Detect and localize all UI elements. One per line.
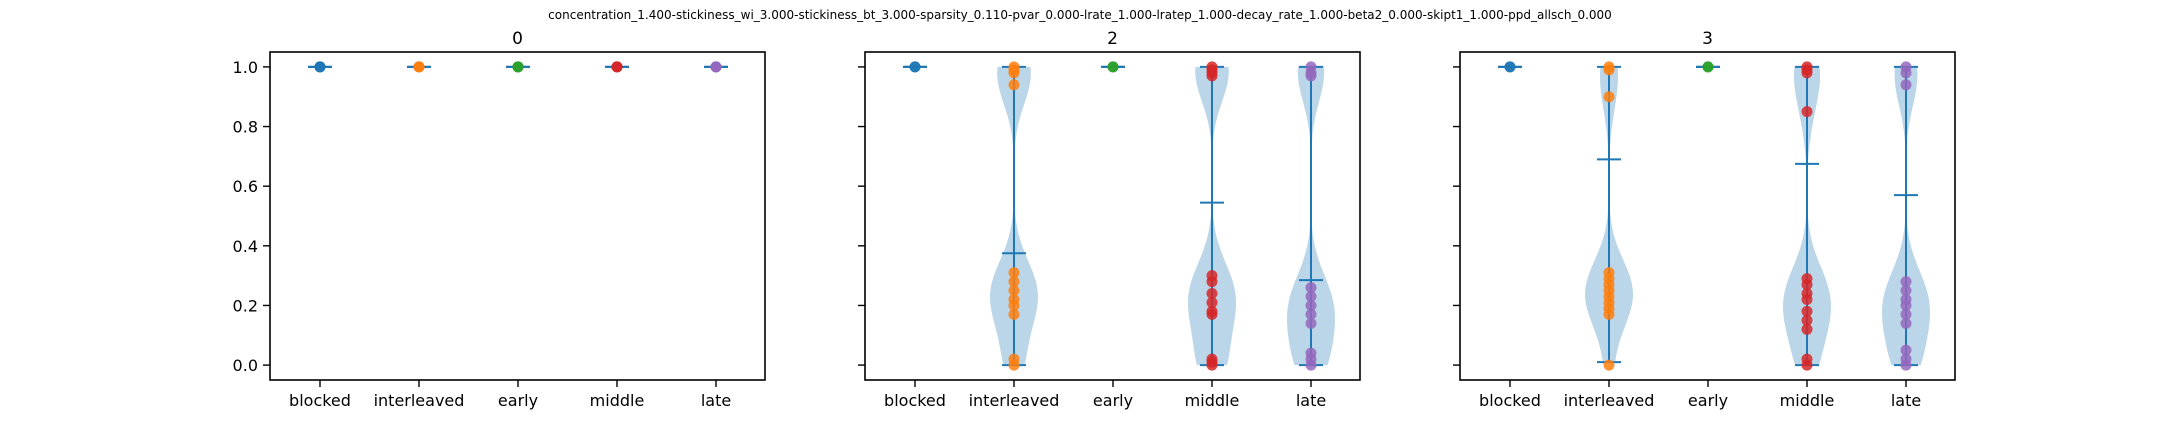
x-tick-label: middle [590, 391, 645, 410]
violin-blocked [308, 61, 332, 73]
data-point [1008, 79, 1020, 91]
x-tick-label: late [1891, 391, 1921, 410]
data-point [1801, 359, 1813, 371]
y-tick-label: 0.0 [233, 356, 258, 375]
data-point [1305, 308, 1317, 320]
panel-2: 3 blocked interleaved early middle late [1453, 29, 1956, 410]
data-point [1008, 276, 1020, 288]
x-tick-label: early [1093, 391, 1133, 410]
x-tick-label: late [1296, 391, 1326, 410]
y-tick-label: 0.2 [233, 296, 258, 315]
data-point [1305, 359, 1317, 371]
data-point [1008, 67, 1020, 79]
y-tick-label: 0.8 [233, 118, 258, 137]
data-point [1305, 291, 1317, 303]
data-point [413, 61, 425, 73]
data-point [314, 61, 326, 73]
violin-early [506, 61, 530, 73]
data-point [1801, 67, 1813, 79]
data-point [1603, 359, 1615, 371]
data-point [1206, 276, 1218, 288]
data-point [1305, 299, 1317, 311]
panel-1: 2 blocked interleaved early middle late [858, 29, 1361, 410]
data-point [1603, 91, 1615, 103]
violin-interleaved [1585, 61, 1633, 371]
violin-early [1696, 61, 1720, 73]
data-point [1305, 282, 1317, 294]
panels: 0 0.0 0.2 0.4 0.6 0.8 1.0 blocked interleaved ear… [233, 29, 1956, 410]
data-point [1206, 288, 1218, 300]
data-point [1900, 344, 1912, 356]
x-tick-label: interleaved [969, 391, 1060, 410]
data-point [1603, 308, 1615, 320]
data-point [1008, 299, 1020, 311]
data-point [1900, 67, 1912, 79]
data-point [1008, 285, 1020, 297]
violin-interleaved [407, 61, 431, 73]
data-point [1900, 276, 1912, 288]
data-point [512, 61, 524, 73]
data-point [1008, 359, 1020, 371]
data-point [1603, 64, 1615, 76]
data-point [1206, 308, 1218, 320]
violin-interleaved [990, 61, 1038, 371]
violin-early [1101, 61, 1125, 73]
data-point [1206, 296, 1218, 308]
x-tick-label: blocked [1479, 391, 1541, 410]
data-point [1801, 314, 1813, 326]
x-tick-label: middle [1780, 391, 1835, 410]
data-point [710, 61, 722, 73]
data-point [1504, 61, 1516, 73]
x-tick-label: interleaved [1564, 391, 1655, 410]
violin-middle [1783, 61, 1831, 371]
data-point [1305, 70, 1317, 82]
data-point [1305, 317, 1317, 329]
data-point [1801, 106, 1813, 118]
panel-title: 0 [512, 29, 523, 49]
figure-suptitle: concentration_1.400-stickiness_wi_3.000-… [548, 8, 1612, 22]
data-point [1206, 359, 1218, 371]
data-point [1107, 61, 1119, 73]
data-point [1206, 70, 1218, 82]
violin-late [1882, 61, 1930, 371]
x-tick-label: early [1688, 391, 1728, 410]
data-point [1900, 317, 1912, 329]
violin-middle [605, 61, 629, 73]
plot-frame [269, 51, 766, 381]
data-point [1008, 308, 1020, 320]
data-point [1008, 267, 1020, 279]
data-point [1801, 279, 1813, 291]
panel-title: 3 [1702, 29, 1713, 49]
data-point [1702, 61, 1714, 73]
data-point [1801, 323, 1813, 335]
data-point [1801, 305, 1813, 317]
violin-blocked [1498, 61, 1522, 73]
panel-0: 0 0.0 0.2 0.4 0.6 0.8 1.0 blocked interleaved ear… [233, 29, 766, 410]
data-point [1801, 293, 1813, 305]
plot-frame [1459, 51, 1956, 381]
data-point [1900, 299, 1912, 311]
y-tick-label: 0.6 [233, 177, 258, 196]
data-point [1900, 308, 1912, 320]
panel-title: 2 [1107, 29, 1118, 49]
x-tick-label: blocked [884, 391, 946, 410]
x-tick-label: interleaved [374, 391, 465, 410]
data-point [1900, 359, 1912, 371]
x-tick-label: blocked [289, 391, 351, 410]
violin-middle [1188, 61, 1236, 371]
data-point [909, 61, 921, 73]
x-tick-label: late [701, 391, 731, 410]
violin-late [704, 61, 728, 73]
x-tick-label: early [498, 391, 538, 410]
violin-blocked [903, 61, 927, 73]
y-tick-label: 0.4 [233, 237, 258, 256]
plot-frame [864, 51, 1361, 381]
violin-late [1287, 61, 1335, 371]
data-point [1900, 79, 1912, 91]
x-tick-label: middle [1185, 391, 1240, 410]
data-point [611, 61, 623, 73]
y-tick-label: 1.0 [233, 58, 258, 77]
data-point [1900, 285, 1912, 297]
